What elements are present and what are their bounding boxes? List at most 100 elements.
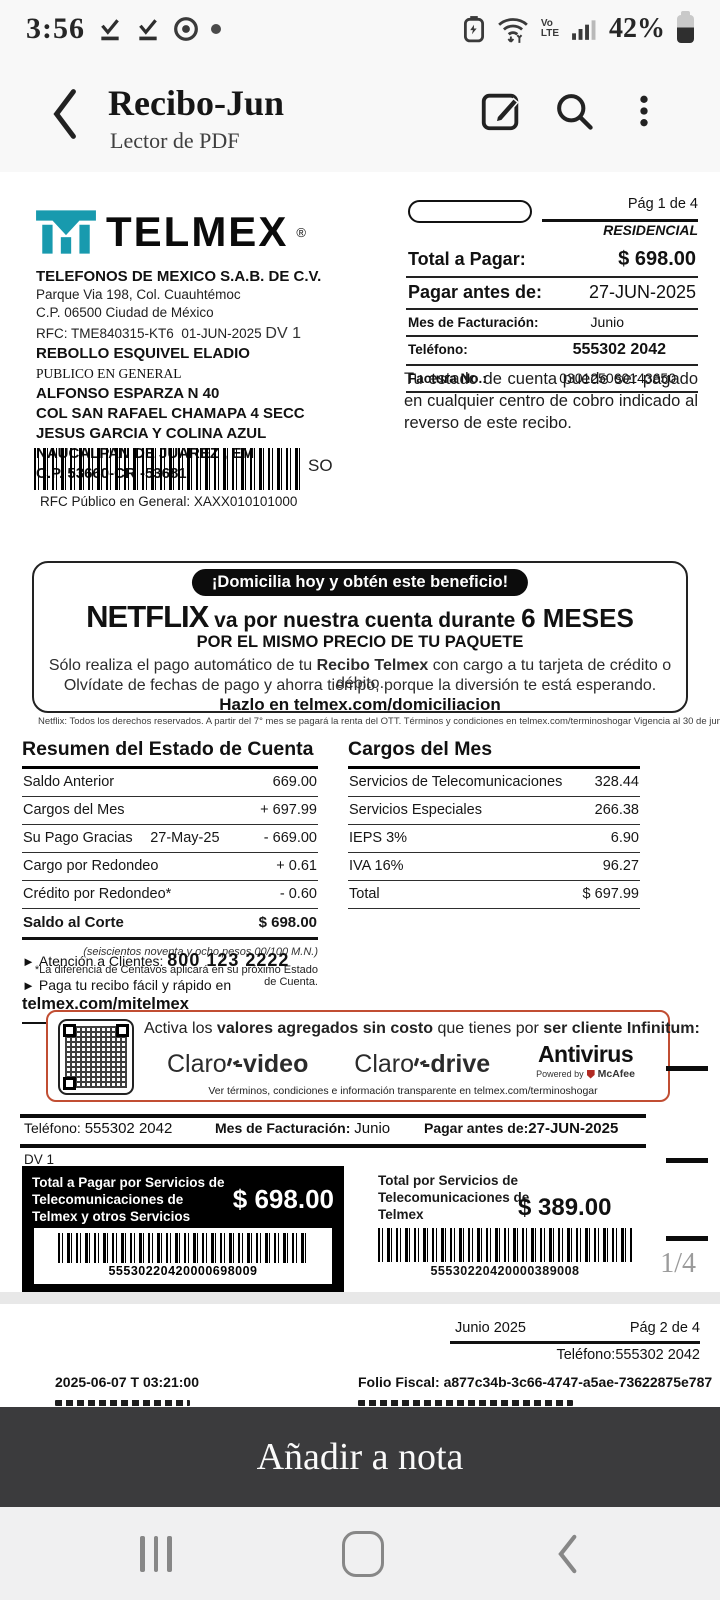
pay-url: telmex.com/mitelmex <box>22 995 189 1013</box>
battery-percent: 42% <box>609 13 665 44</box>
page-number: Pág 1 de 4 <box>627 196 698 212</box>
navigation-bar <box>0 1507 720 1600</box>
page2-folio: Folio Fiscal: a877c34b-3c66-4747-a5ae-73… <box>358 1374 713 1390</box>
promo-cta: Hazlo en telmex.com/domiciliacion <box>219 695 501 714</box>
document-title: Recibo-Jun <box>108 83 285 123</box>
payment-barcode <box>58 1233 308 1263</box>
arrow-bullet-icon: ► <box>22 954 35 969</box>
download-complete-icon <box>139 19 157 41</box>
home-icon[interactable] <box>341 1530 384 1577</box>
month-charges-table: Cargos del Mes Servicios de Telecomunica… <box>348 738 640 909</box>
page2-phone: Teléfono:555302 2042 <box>556 1347 700 1363</box>
company-address: C.P. 06500 Ciudad de México <box>36 305 214 320</box>
page2-number: Pág 2 de 4 <box>629 1320 700 1336</box>
page-indicator: 1/4 <box>660 1248 696 1279</box>
table-row: Saldo Anterior 669.00 <box>22 769 318 797</box>
summary-row: Teléfono: 555302 2042 <box>406 337 698 366</box>
company-address: Parque Via 198, Col. Cuauhtémoc <box>36 287 241 302</box>
customer-name: REBOLLO ESQUIVEL ELADIO <box>36 345 250 362</box>
claro-video-logo: Claro -video <box>166 1049 309 1078</box>
download-complete-icon <box>101 19 119 41</box>
table-title: Cargos del Mes <box>348 738 640 769</box>
table-title: Resumen del Estado de Cuenta <box>22 738 318 769</box>
account-summary-table: Resumen del Estado de Cuenta Saldo Anter… <box>22 738 318 988</box>
divider <box>542 219 698 222</box>
addons-terms: Ver términos, condiciones e información … <box>208 1085 598 1097</box>
divider <box>20 1144 646 1148</box>
promo-body: Olvídate de fechas de pago y ahorra tiem… <box>63 677 657 694</box>
app-header: Recibo-Jun Lector de PDF <box>0 58 720 172</box>
pdf-page-1[interactable]: TELMEX ® Pág 1 de 4 RESIDENCIAL Total a … <box>0 172 720 1292</box>
summary-row: Pagar antes de: 27-JUN-2025 <box>406 278 698 310</box>
chrome-icon <box>174 17 198 41</box>
payment-barcode-number: 55530220420000698009 <box>108 1264 258 1278</box>
claro-drive-logo: Claro -drive <box>354 1049 491 1078</box>
pdf-page-2[interactable]: Junio 2025 Pág 2 de 4 Teléfono:555302 20… <box>0 1304 720 1408</box>
registration-mark <box>666 1158 708 1163</box>
arrow-bullet-icon: ► <box>22 978 35 993</box>
table-row: Servicios de Telecomunicaciones 328.44 <box>348 769 640 797</box>
address-barcode <box>34 448 302 490</box>
payment-note: Tu estado de cuenta puede ser pagado en … <box>404 370 698 432</box>
stub-due-date: Pagar antes de:27-JUN-2025 <box>424 1120 619 1137</box>
qr-code <box>58 1019 134 1095</box>
telmex-logo-text: TELMEX <box>106 208 289 255</box>
edit-icon[interactable] <box>478 88 524 134</box>
telecom-barcode <box>378 1228 632 1262</box>
registration-mark <box>666 1066 708 1071</box>
mcafee-shield-icon <box>586 1069 595 1079</box>
add-note-button[interactable]: Añadir a nota <box>0 1407 720 1507</box>
customer-service-line: ► Atención a Clientes: 800 123 2222 <box>22 950 290 970</box>
divider <box>20 1114 646 1118</box>
company-rfc: RFC: TME840315-KT6 01-JUN-2025 DV 1 <box>36 325 301 342</box>
promo-headline: NETFLIX va por nuestra cuenta durante 6 … <box>86 599 634 634</box>
summary-row: Total a Pagar: $ 698.00 <box>406 244 698 278</box>
netflix-logo-text: NETFLIX <box>86 599 209 634</box>
clipped-text-row <box>55 1400 190 1406</box>
page2-month: Junio 2025 <box>455 1320 526 1336</box>
table-total-row: Saldo al Corte $ 698.00 <box>22 909 318 939</box>
promo-subheadline: POR EL MISMO PRECIO DE TU PAQUETE <box>196 633 524 651</box>
addons-headline: Activa los valores agregados sin costo q… <box>144 1020 700 1037</box>
table-row: Cargo por Redondeo + 0.61 <box>22 853 318 881</box>
recents-icon[interactable] <box>140 1535 172 1572</box>
telecom-total-amount: $ 389.00 <box>518 1194 612 1221</box>
company-name: TELEFONOS DE MEXICO S.A.B. DE C.V. <box>36 268 322 285</box>
back-icon[interactable] <box>48 86 82 142</box>
customer-address-line: COL SAN RAFAEL CHAMAPA 4 SECC <box>36 405 305 422</box>
table-row: IEPS 3% 6.90 <box>348 825 640 853</box>
spark-icon <box>414 1058 422 1072</box>
promo-body: Sólo realiza el pago automático de tu Re… <box>48 657 672 692</box>
table-total-row: Total $ 697.99 <box>348 881 640 909</box>
generic-rfc: RFC Público en General: XAXX010101000 <box>40 494 298 509</box>
antivirus-logo: Antivirus Powered by McAfee <box>536 1041 635 1081</box>
netflix-promo-box: ¡Domicilia hoy y obtén este beneficio! N… <box>32 561 720 727</box>
clipped-text-row <box>358 1400 573 1406</box>
table-row: Servicios Especiales 266.38 <box>348 797 640 825</box>
payment-box-title: Total a Pagar por Servicios de Telecomun… <box>32 1175 225 1224</box>
segment-label: RESIDENCIAL <box>603 222 698 238</box>
stub-month: Mes de Facturación: Junio <box>215 1120 391 1137</box>
customer-address-line: ALFONSO ESPARZA N 40 <box>36 385 220 402</box>
battery-icon <box>677 11 694 43</box>
table-row: Cargos del Mes + 697.99 <box>22 797 318 825</box>
search-icon[interactable] <box>552 88 596 134</box>
promo-badge: ¡Domicilia hoy y obtén este beneficio! <box>191 569 529 596</box>
barcode-note: SO <box>308 456 333 475</box>
stub-dv: DV 1 <box>24 1152 55 1167</box>
table-row: IVA 16% 96.27 <box>348 853 640 881</box>
nav-back-icon[interactable] <box>554 1532 580 1576</box>
page2-timestamp: 2025-06-07 T 03:21:00 <box>55 1374 199 1390</box>
more-options-icon[interactable] <box>624 88 664 134</box>
summary-row: Mes de Facturación: Junio <box>406 310 698 337</box>
page-separator <box>0 1292 720 1304</box>
telmex-logo: TELMEX ® <box>34 208 306 256</box>
promo-legal: Netflix: Todos los derechos reservados. … <box>38 716 720 727</box>
notification-dot-icon <box>211 24 221 34</box>
table-row: Crédito por Redondeo* - 0.60 <box>22 881 318 909</box>
table-row: Su Pago Gracias 27-May-25- 669.00 <box>22 825 318 853</box>
volte-indicator: Vo LTE <box>540 18 559 39</box>
telecom-total-title: Total por Servicios de Telecomunicacione… <box>378 1173 530 1222</box>
amount-in-words: (seiscientos noventa y ocho pesos 00/100… <box>83 946 318 958</box>
